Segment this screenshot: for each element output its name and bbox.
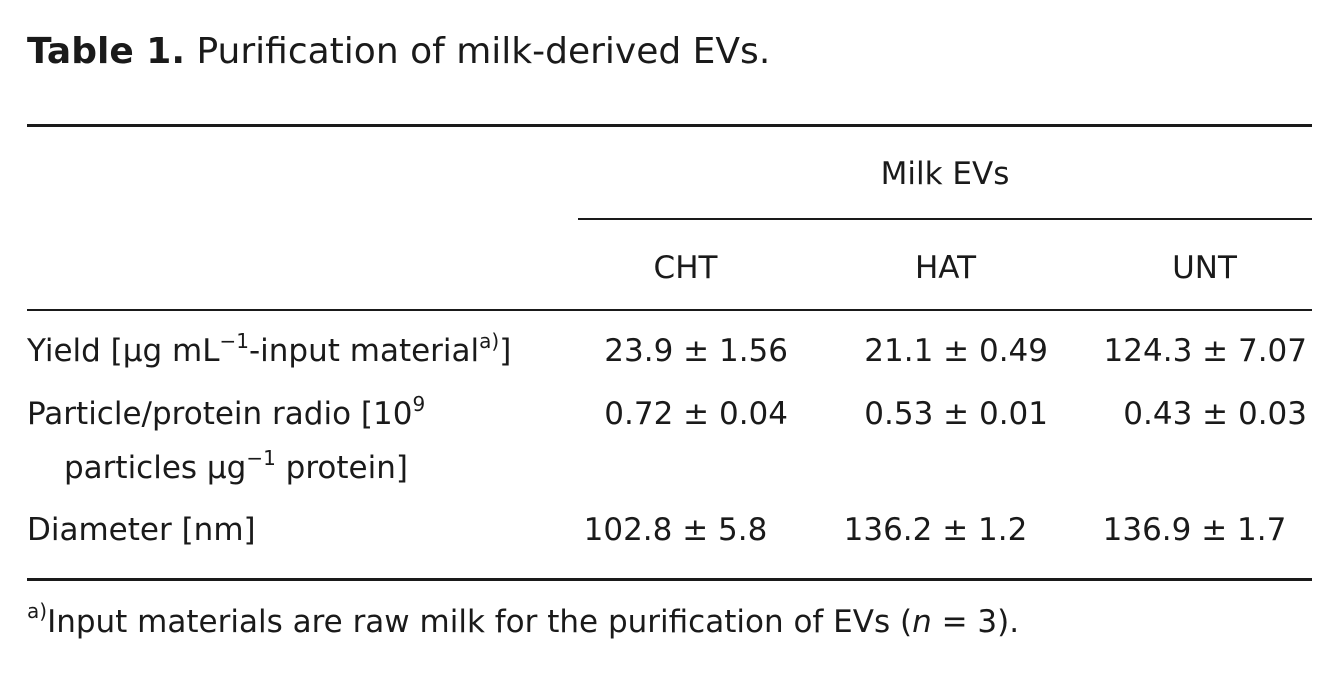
footnote-marker: a) — [27, 599, 48, 623]
table-title: Purification of milk-derived EVs. — [196, 31, 771, 72]
header-bottom-rule — [27, 309, 1312, 311]
cell-ratio-cht: 0.72 ± 0.04 — [604, 396, 788, 432]
table-footnote: a)Input materials are raw milk for the p… — [27, 599, 1020, 640]
group-header-milk-evs: Milk EVs — [880, 156, 1010, 192]
column-header-unt: UNT — [1172, 250, 1237, 286]
cell-diameter-cht: 102.8 ± 5.8 — [583, 512, 768, 548]
row-label-diameter: Diameter [nm] — [27, 512, 256, 548]
bottom-rule — [27, 578, 1312, 581]
cell-ratio-unt: 0.43 ± 0.03 — [1123, 396, 1307, 432]
cell-diameter-hat: 136.2 ± 1.2 — [843, 512, 1028, 548]
table-caption: Table 1. Purification of milk-derived EV… — [27, 28, 770, 76]
cell-yield-unt: 124.3 ± 7.07 — [1103, 333, 1307, 369]
cell-diameter-unt: 136.9 ± 1.7 — [1102, 512, 1287, 548]
cell-yield-hat: 21.1 ± 0.49 — [864, 333, 1048, 369]
group-header-rule — [578, 218, 1312, 220]
column-header-cht: CHT — [653, 250, 718, 286]
table-label: Table 1. — [27, 31, 185, 72]
row-label-particle-protein-line2: particles μg−1 protein] — [64, 446, 408, 486]
column-header-hat: HAT — [914, 250, 977, 286]
cell-yield-cht: 23.9 ± 1.56 — [604, 333, 788, 369]
top-rule — [27, 124, 1312, 127]
row-label-particle-protein-line1: Particle/protein radio [109 — [27, 392, 426, 432]
row-label-yield: Yield [μg mL−1-input materiala)] — [27, 329, 512, 369]
cell-ratio-hat: 0.53 ± 0.01 — [864, 396, 1048, 432]
